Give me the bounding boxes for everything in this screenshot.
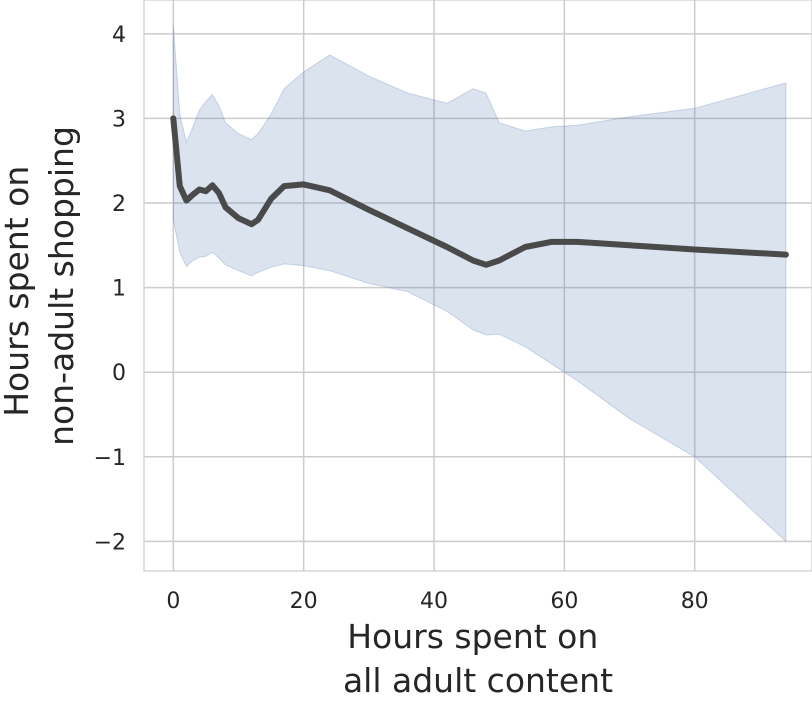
series-line <box>170 115 789 268</box>
grid <box>144 0 812 571</box>
y-tick-label: −2 <box>94 530 126 555</box>
x-axis-label: Hours spent on all adult content <box>343 617 613 700</box>
x-axis-label-line-2: all adult content <box>343 661 613 700</box>
x-tick-label: 80 <box>681 589 709 614</box>
y-tick-label: 4 <box>112 23 126 48</box>
y-axis-label-line-1: Hours spent on <box>0 166 36 417</box>
y-axis-label-line-2: non-adult shopping <box>42 126 81 446</box>
series-layer <box>170 25 789 543</box>
x-tick-label: 0 <box>166 589 180 614</box>
svg-text:Hours spent on non-adult: Hours spent on non-adult shopping <box>0 126 81 446</box>
x-axis-label-line-1: Hours spent on <box>347 617 598 656</box>
y-tick-label: −1 <box>94 446 126 471</box>
tick-labels: 0 20 40 60 80 −2 −1 0 1 2 3 4 <box>94 23 709 614</box>
plot-area <box>143 0 812 572</box>
x-tick-label: 60 <box>550 589 578 614</box>
confidence-band <box>172 25 787 543</box>
x-tick-label: 40 <box>420 589 448 614</box>
y-tick-label: 2 <box>112 192 126 217</box>
y-axis-label: Hours spent on non-adult shopping <box>0 126 81 446</box>
x-tick-label: 20 <box>290 589 318 614</box>
y-tick-label: 1 <box>112 277 126 302</box>
y-tick-label: 0 <box>112 361 126 386</box>
y-tick-label: 3 <box>112 107 126 132</box>
